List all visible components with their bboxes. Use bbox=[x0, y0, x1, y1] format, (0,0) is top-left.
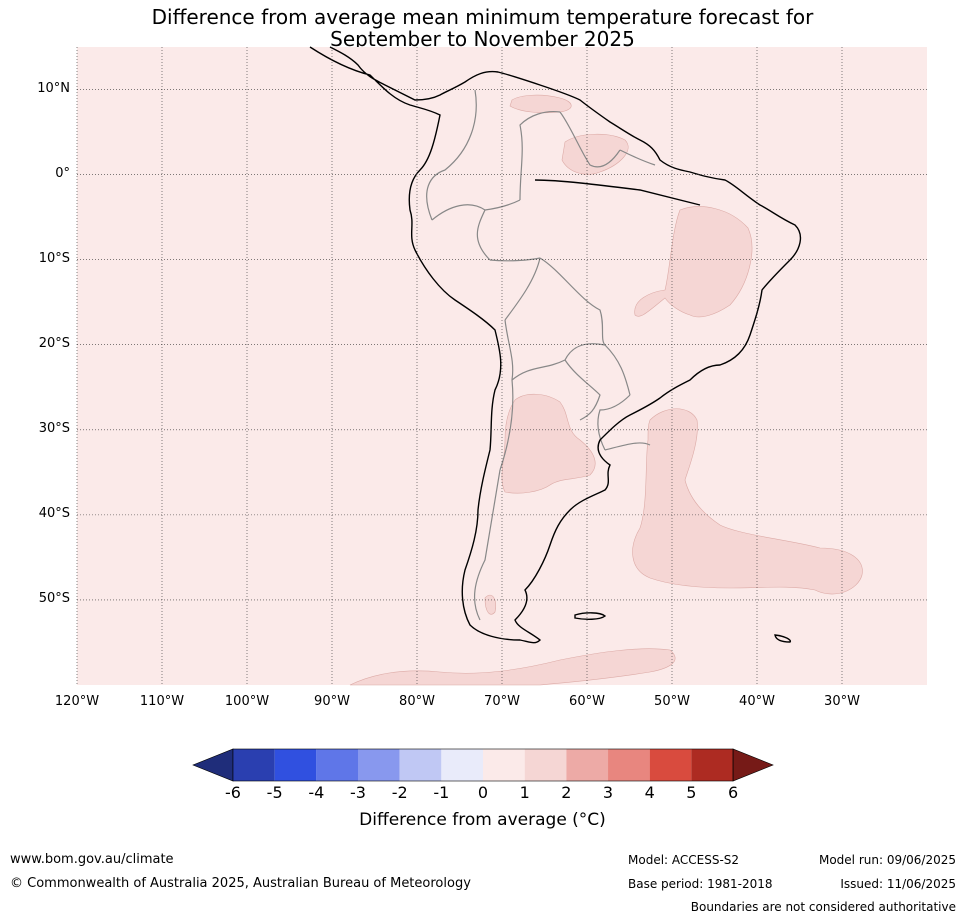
patch-southern-ocean bbox=[349, 648, 676, 686]
patch-argentina bbox=[501, 393, 596, 494]
chart-title-line-2: September to November 2025 bbox=[330, 27, 635, 51]
colorbar-tick-label: 0 bbox=[477, 783, 489, 802]
country-borders bbox=[426, 89, 656, 621]
longitude-label: 50°W bbox=[654, 694, 690, 709]
colorbar-extend-high bbox=[732, 748, 774, 782]
latitude-label: 30°S bbox=[38, 420, 70, 436]
issued-text: Issued: 11/06/2025 bbox=[840, 877, 956, 891]
colorbar-swatch bbox=[566, 749, 609, 781]
patch-brazil bbox=[634, 206, 753, 318]
colorbar-tick-label: 4 bbox=[644, 783, 655, 802]
colorbar-tick-label: -2 bbox=[391, 783, 408, 802]
colorbar-swatch bbox=[316, 749, 359, 781]
colorbar-tick-label: 3 bbox=[602, 783, 614, 802]
coastline bbox=[309, 46, 802, 644]
colorbar-tick-label: 5 bbox=[686, 783, 697, 802]
colorbar-extend-low bbox=[192, 748, 234, 782]
colorbar-label: Difference from average (°C) bbox=[359, 810, 606, 830]
colorbar-tick-label: -1 bbox=[433, 783, 450, 802]
colorbar-tick-label: -6 bbox=[225, 783, 241, 802]
latitude-label: 10°S bbox=[38, 250, 70, 266]
colorbar-tick-label: -3 bbox=[350, 783, 366, 802]
latitude-label: 50°S bbox=[38, 590, 70, 606]
colorbar-swatch bbox=[649, 749, 692, 781]
longitude-label: 70°W bbox=[484, 694, 520, 709]
colorbar-swatch bbox=[358, 749, 400, 781]
colorbar-swatch bbox=[274, 749, 317, 781]
latitude-label: 10°N bbox=[37, 80, 70, 96]
colorbar-frame bbox=[232, 748, 734, 782]
patch-venezuela bbox=[509, 94, 572, 114]
longitude-label: 100°W bbox=[224, 694, 270, 709]
longitude-label: 60°W bbox=[569, 694, 605, 709]
colorbar-swatch bbox=[524, 749, 567, 781]
copyright-text: © Commonwealth of Australia 2025, Austra… bbox=[10, 876, 471, 891]
colorbar-tick-label: -5 bbox=[266, 783, 283, 802]
warm-anomaly-patches bbox=[349, 94, 863, 686]
longitude-label: 110°W bbox=[139, 694, 185, 709]
longitude-label: 120°W bbox=[54, 694, 100, 709]
colorbar-swatch bbox=[441, 749, 484, 781]
chart-title-line-1: Difference from average mean minimum tem… bbox=[151, 5, 814, 29]
patch-south-atlantic bbox=[632, 408, 863, 595]
longitude-label: 40°W bbox=[739, 694, 775, 709]
disclaimer-text: Boundaries are not considered authoritat… bbox=[690, 900, 956, 914]
longitude-label: 80°W bbox=[399, 694, 435, 709]
colorbar-tick-label: -4 bbox=[308, 783, 325, 802]
latitude-label: 40°S bbox=[38, 505, 70, 521]
website-link[interactable]: www.bom.gov.au/climate bbox=[10, 852, 174, 867]
colorbar-tick-label: 6 bbox=[727, 783, 739, 802]
patch-patagonia bbox=[484, 594, 497, 615]
base-period-text: Base period: 1981-2018 bbox=[628, 877, 773, 891]
colorbar-swatch bbox=[399, 749, 442, 781]
longitude-label: 90°W bbox=[314, 694, 350, 709]
latitude-label: 20°S bbox=[38, 335, 70, 351]
graticule bbox=[76, 47, 927, 685]
colorbar-tick-label: 2 bbox=[561, 783, 572, 802]
colorbar-swatch bbox=[483, 749, 525, 781]
longitude-label: 30°W bbox=[824, 694, 860, 709]
model-text: Model: ACCESS-S2 bbox=[628, 853, 740, 867]
model-run-text: Model run: 09/06/2025 bbox=[818, 853, 956, 867]
colorbar-swatch bbox=[233, 749, 275, 781]
colorbar-swatch bbox=[608, 749, 650, 781]
latitude-label: 0° bbox=[55, 165, 70, 181]
colorbar-swatch bbox=[691, 749, 734, 781]
colorbar-tick-label: 1 bbox=[519, 783, 530, 802]
